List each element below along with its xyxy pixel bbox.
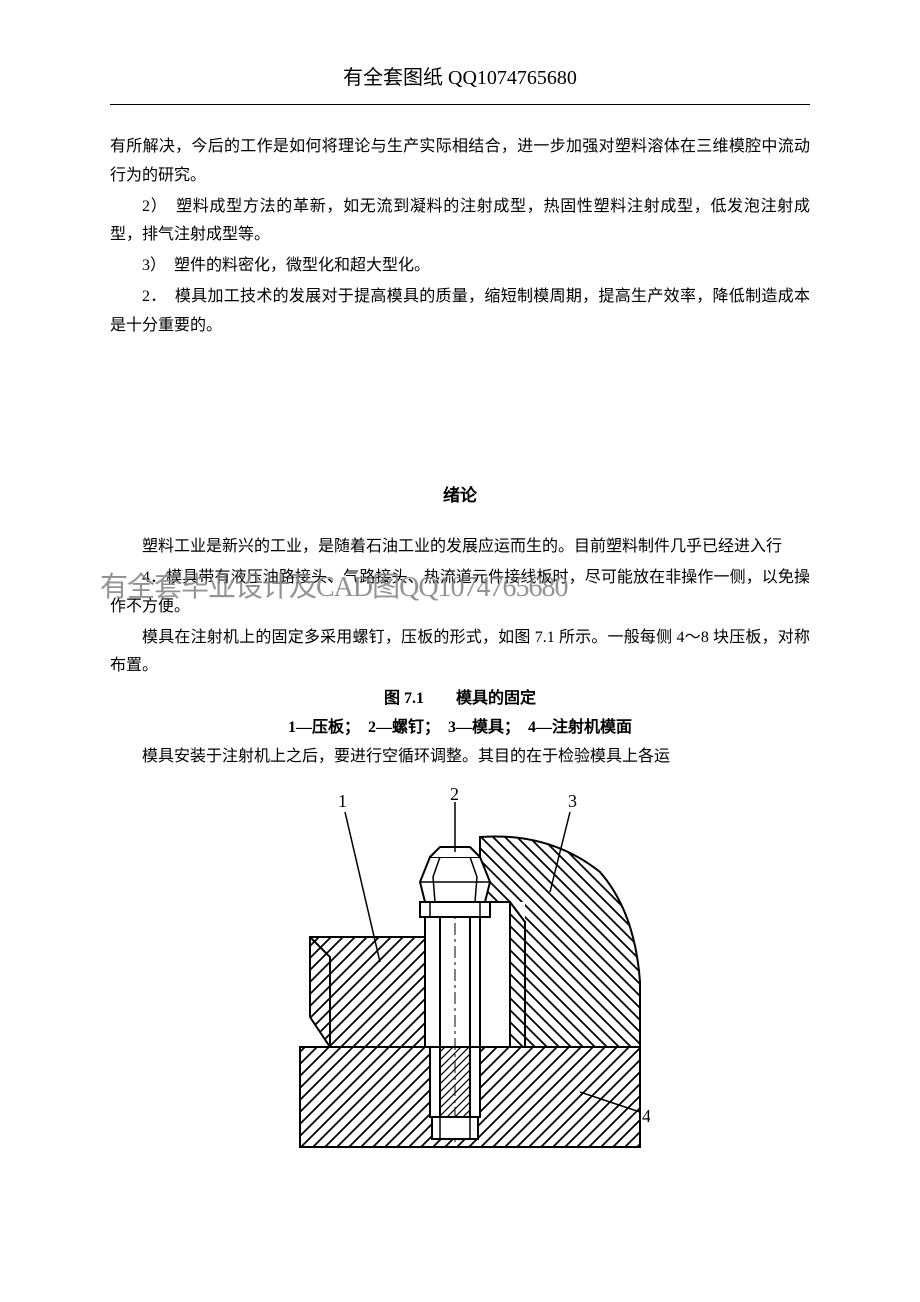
figure-container: 1 2 3 4 bbox=[110, 782, 810, 1163]
watermark-region: 塑料工业是新兴的工业，是随着石油工业的发展应运而生的。目前塑料制件几乎已经进入行… bbox=[110, 533, 810, 621]
watermark-text: 有全套毕业设计及CAD图QQ1074765680 bbox=[100, 563, 820, 613]
paragraph-2: 2） 塑料成型方法的革新，如无流到凝料的注射成型，热固性塑料注射成型，低发泡注射… bbox=[110, 193, 810, 251]
paragraph-4: 2． 模具加工技术的发展对于提高模具的质量，缩短制模周期，提高生产效率，降低制造… bbox=[110, 283, 810, 341]
header-title: 有全套图纸 QQ1074765680 bbox=[343, 67, 577, 89]
label-3: 3 bbox=[568, 791, 577, 811]
label-4: 4 bbox=[642, 1106, 650, 1126]
figure-legend: 1—压板； 2—螺钉； 3—模具； 4—注射机模面 bbox=[110, 714, 810, 743]
page-header: 有全套图纸 QQ1074765680 bbox=[110, 60, 810, 105]
paragraph-5: 塑料工业是新兴的工业，是随着石油工业的发展应运而生的。目前塑料制件几乎已经进入行 bbox=[110, 533, 810, 562]
label-1: 1 bbox=[338, 791, 347, 811]
paragraph-8: 模具安装于注射机上之后，要进行空循环调整。其目的在于检验模具上各运 bbox=[110, 743, 810, 772]
figure-caption: 图 7.1 模具的固定 bbox=[110, 685, 810, 714]
paragraph-1: 有所解决，今后的工作是如何将理论与生产实际相结合，进一步加强对塑料溶体在三维模腔… bbox=[110, 133, 810, 191]
paragraph-3: 3） 塑件的料密化，微型化和超大型化。 bbox=[110, 252, 810, 281]
mold-fixture-diagram: 1 2 3 4 bbox=[270, 782, 650, 1152]
section-title: 绪论 bbox=[110, 481, 810, 512]
paragraph-7: 模具在注射机上的固定多采用螺钉，压板的形式，如图 7.1 所示。一般每侧 4～8… bbox=[110, 624, 810, 682]
label-2: 2 bbox=[450, 784, 459, 804]
